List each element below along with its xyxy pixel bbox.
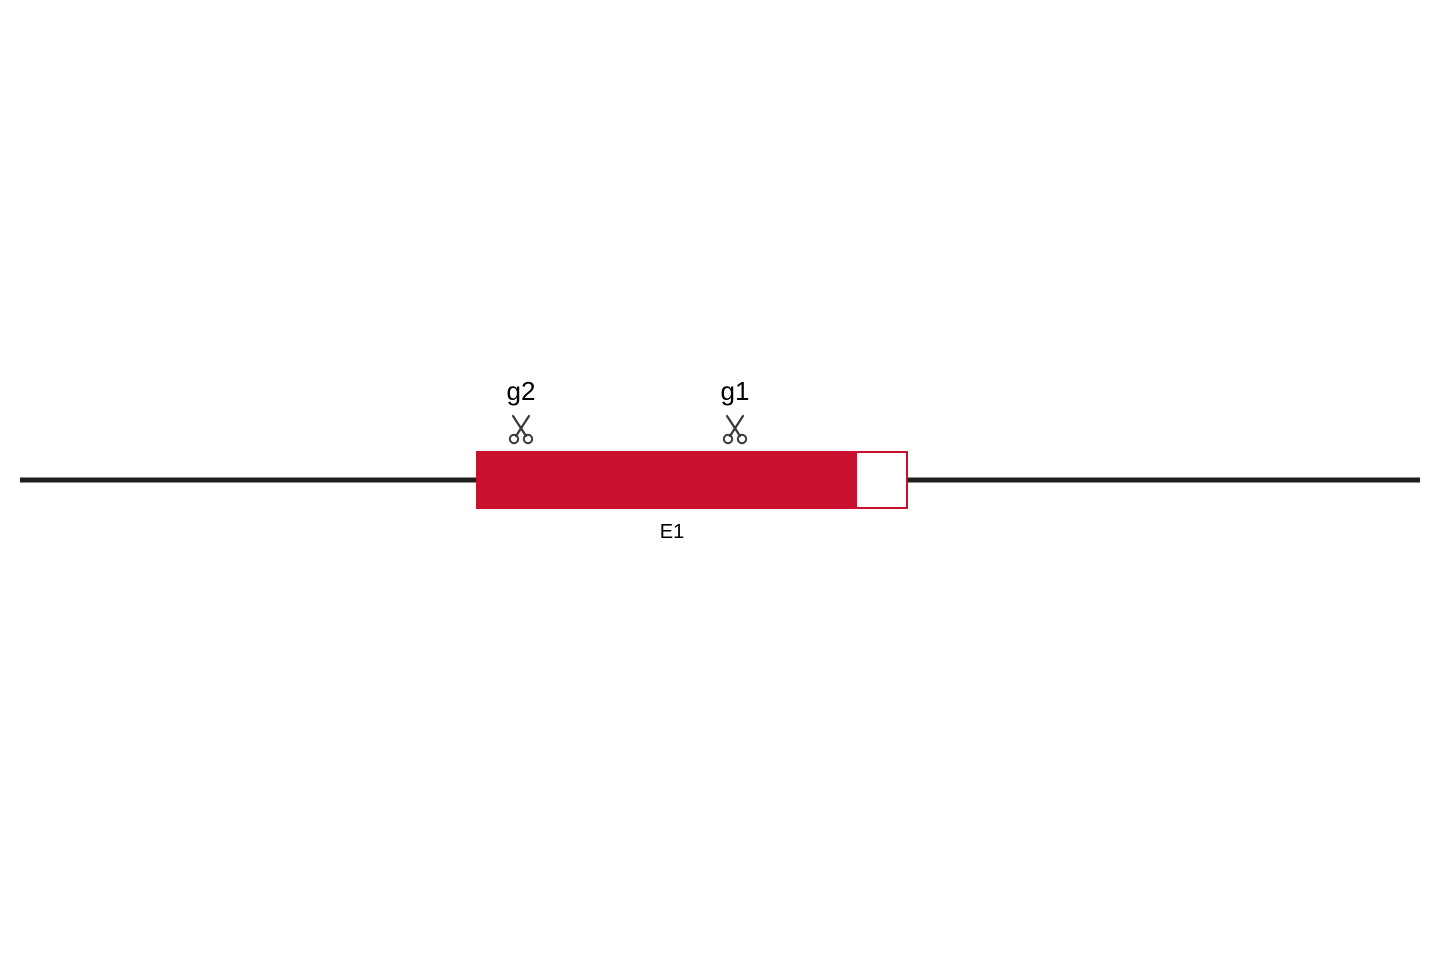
exon-fill [477, 452, 857, 508]
exon-label: E1 [660, 521, 684, 543]
gene-diagram: E1 g2 g1 [0, 0, 1440, 960]
guide-label-g1: g1 [721, 376, 750, 406]
guide-label-g2: g2 [507, 376, 536, 406]
